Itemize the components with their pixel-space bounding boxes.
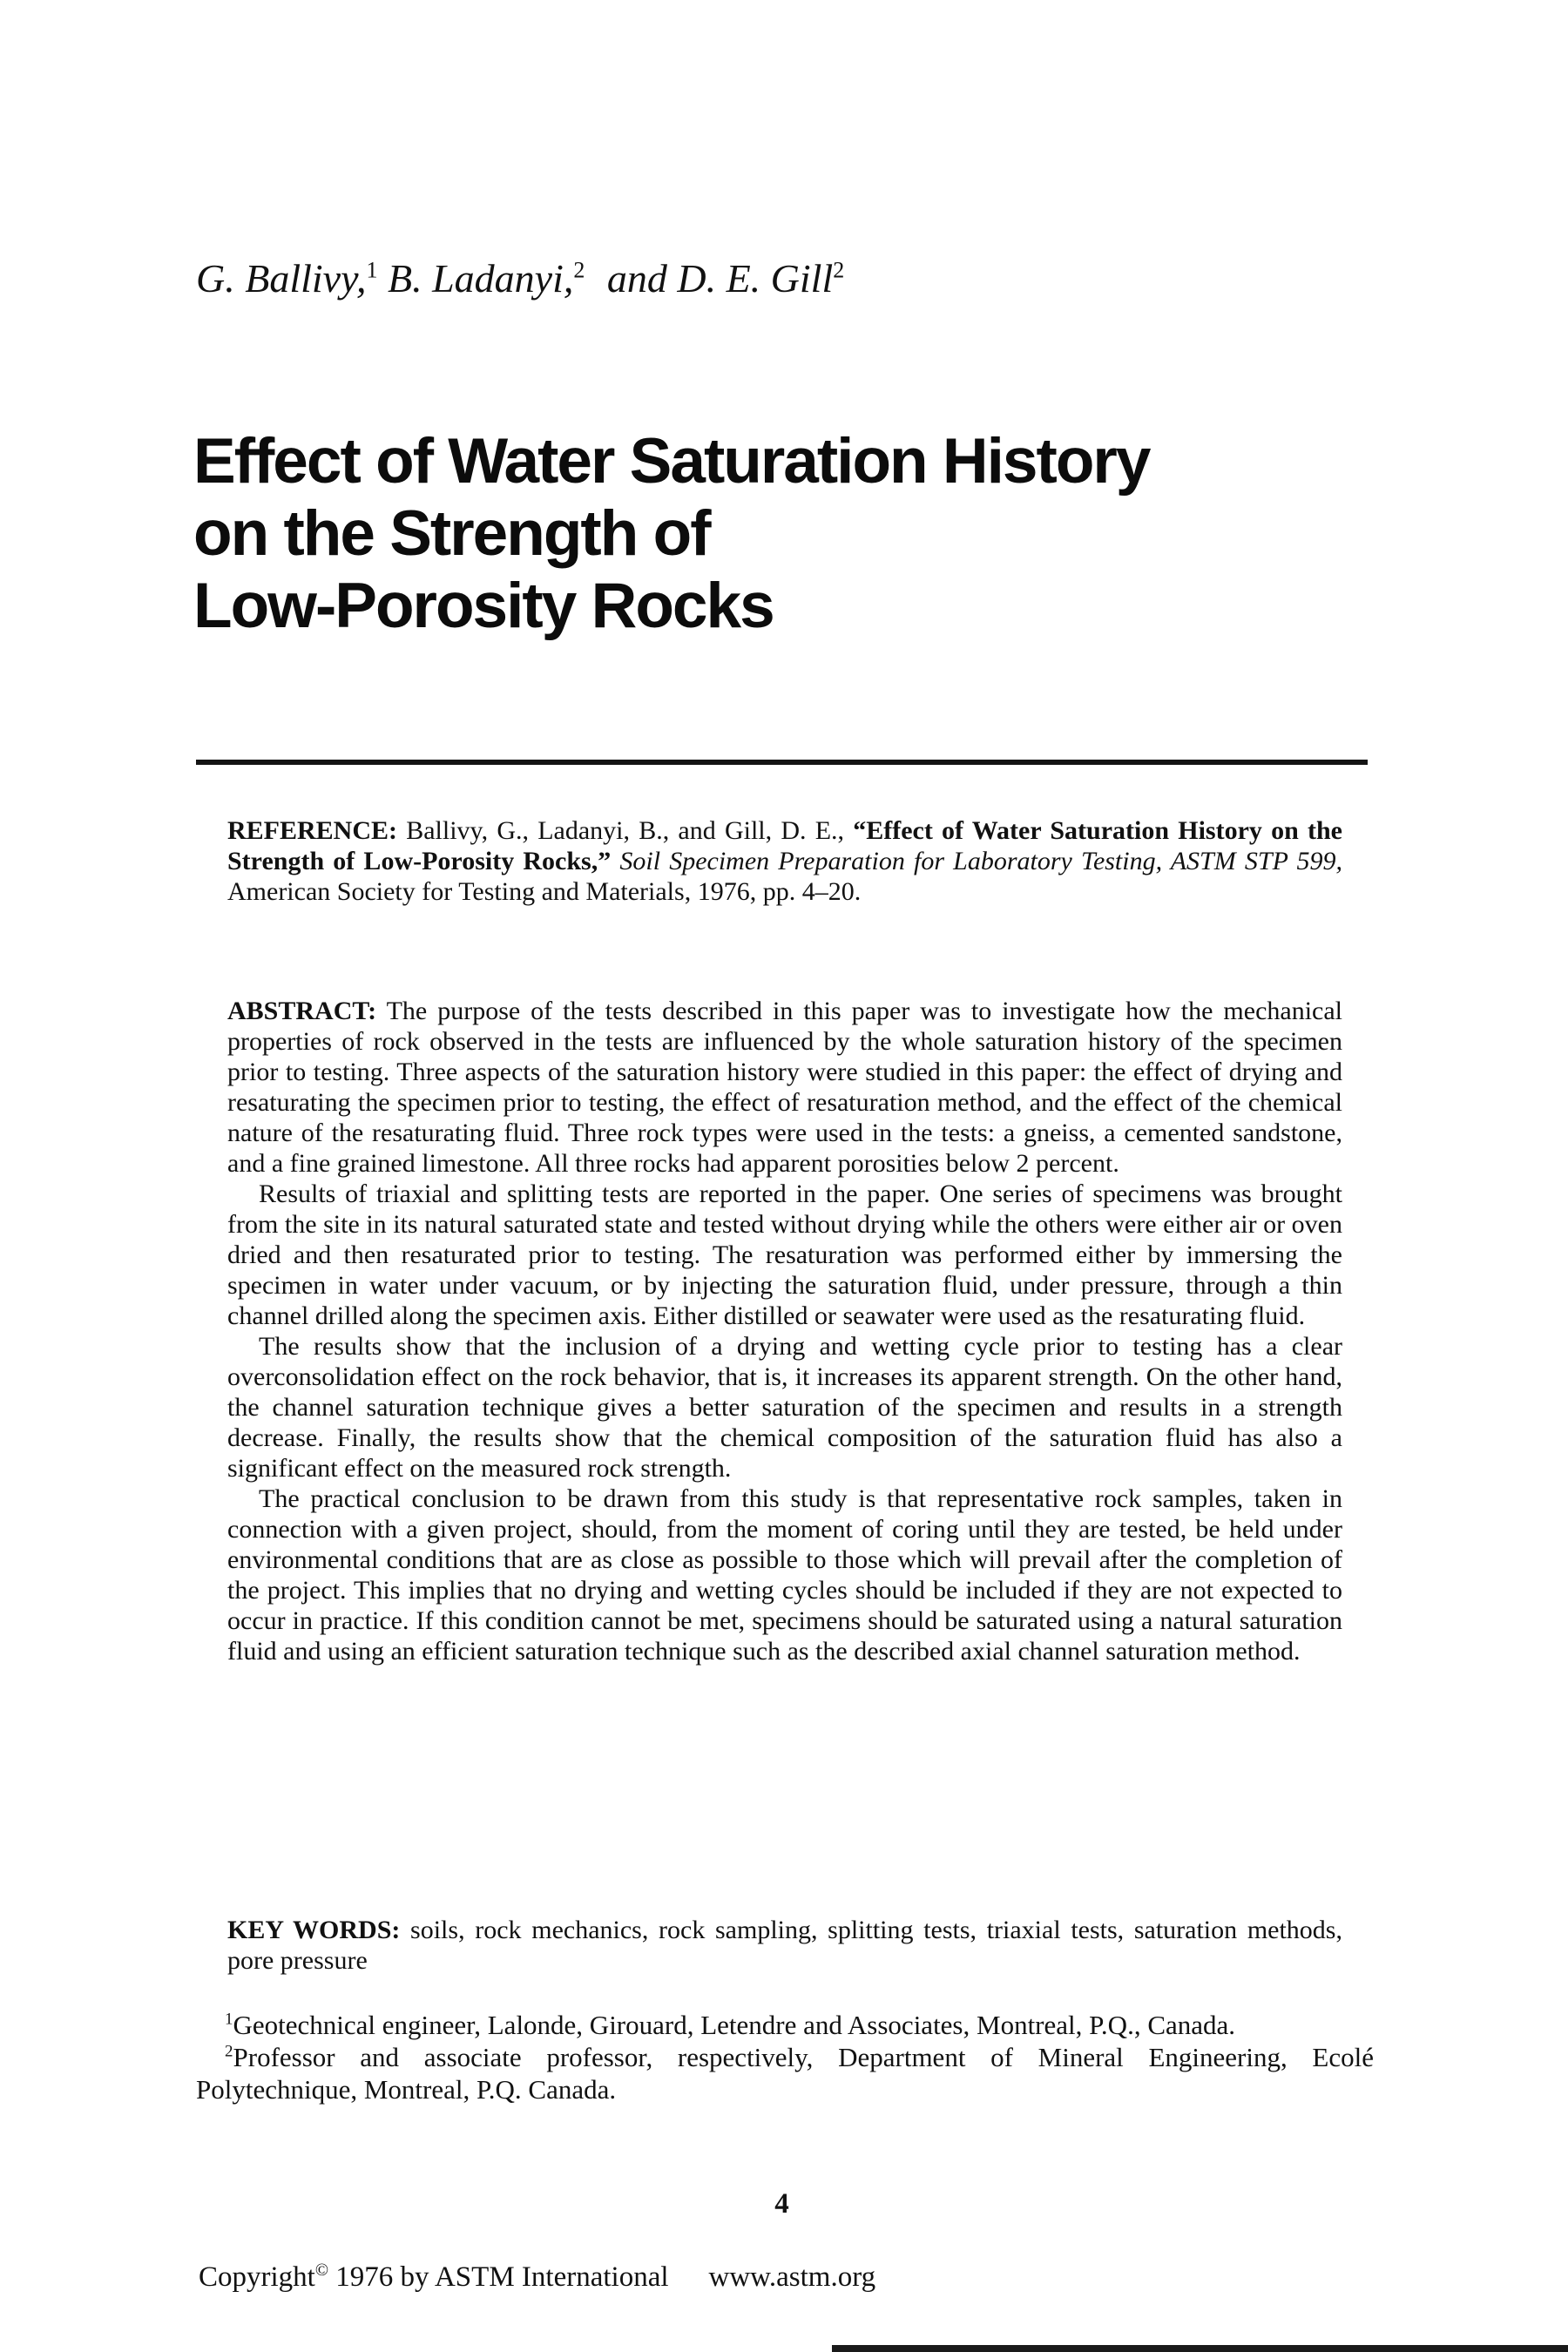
reference-block: REFERENCE: Ballivy, G., Ladanyi, B., and… [227,815,1342,907]
page-number: 4 [774,2188,789,2220]
abstract-paragraph-1: ABSTRACT: The purpose of the tests descr… [227,996,1342,1179]
footnote-2-marker: 2 [225,2042,233,2061]
footnotes-block: 1Geotechnical engineer, Lalonde, Girouar… [196,2009,1374,2105]
reference-label: REFERENCE: [227,816,398,845]
keywords-text: soils, rock mechanics, rock sampling, sp… [227,1916,1342,1975]
horizontal-divider [196,760,1368,765]
reference-authors: Ballivy, G., Ladanyi, B., and Gill, D. E… [397,816,854,845]
footnote-1: 1Geotechnical engineer, Lalonde, Girouar… [196,2009,1374,2041]
abstract-label: ABSTRACT: [227,997,377,1025]
keywords-block: KEY WORDS: soils, rock mechanics, rock s… [227,1915,1342,1976]
author-3: and D. E. Gill [597,256,834,301]
copyright-line: Copyright© 1976 by ASTM International www… [199,2261,875,2294]
footnote-1-marker: 1 [225,2010,233,2029]
author-3-footnote-marker: 2 [833,257,845,283]
footnote-2-text: Professor and associate professor, respe… [196,2042,1374,2105]
author-1-footnote-marker: 1 [366,257,378,283]
author-2-footnote-marker: 2 [573,257,585,283]
paper-title-line-2: on the Strength of [193,498,712,569]
paper-title-line-3: Low-Porosity Rocks [193,571,775,641]
footnote-1-text: Geotechnical engineer, Lalonde, Girouard… [233,2010,1236,2040]
keywords-label: KEY WORDS: [227,1916,401,1944]
abstract-paragraph-2: Results of triaxial and splitting tests … [227,1179,1342,1330]
footnote-2: 2Professor and associate professor, resp… [196,2041,1374,2105]
scan-artifact-bottom-edge [832,2345,1568,2352]
reference-source: Soil Specimen Preparation for Laboratory… [611,847,1343,875]
copyright-word: Copyright [199,2261,315,2293]
reference-publisher: American Society for Testing and Materia… [227,877,862,906]
author-2: B. Ladanyi, [377,256,574,301]
abstract-paragraph-3: The results show that the inclusion of a… [227,1332,1342,1483]
abstract-paragraph-4: The practical conclusion to be drawn fro… [227,1484,1342,1666]
abstract-block: ABSTRACT: The purpose of the tests descr… [227,996,1342,1666]
copyright-symbol: © [314,2261,329,2280]
copyright-rest: 1976 by ASTM International [328,2261,669,2293]
abstract-paragraph-1-text: The purpose of the tests described in th… [227,997,1342,1178]
astm-url: www.astm.org [708,2261,876,2293]
paper-title: Effect of Water Saturation History on th… [193,425,1151,642]
reference-title: “Effect of Water Saturation History on t… [227,816,1342,875]
paper-title-line-1: Effect of Water Saturation History [193,426,1151,497]
author-1: G. Ballivy, [196,256,367,301]
author-line: G. Ballivy,1 B. Ladanyi,2 and D. E. Gill… [196,256,844,302]
